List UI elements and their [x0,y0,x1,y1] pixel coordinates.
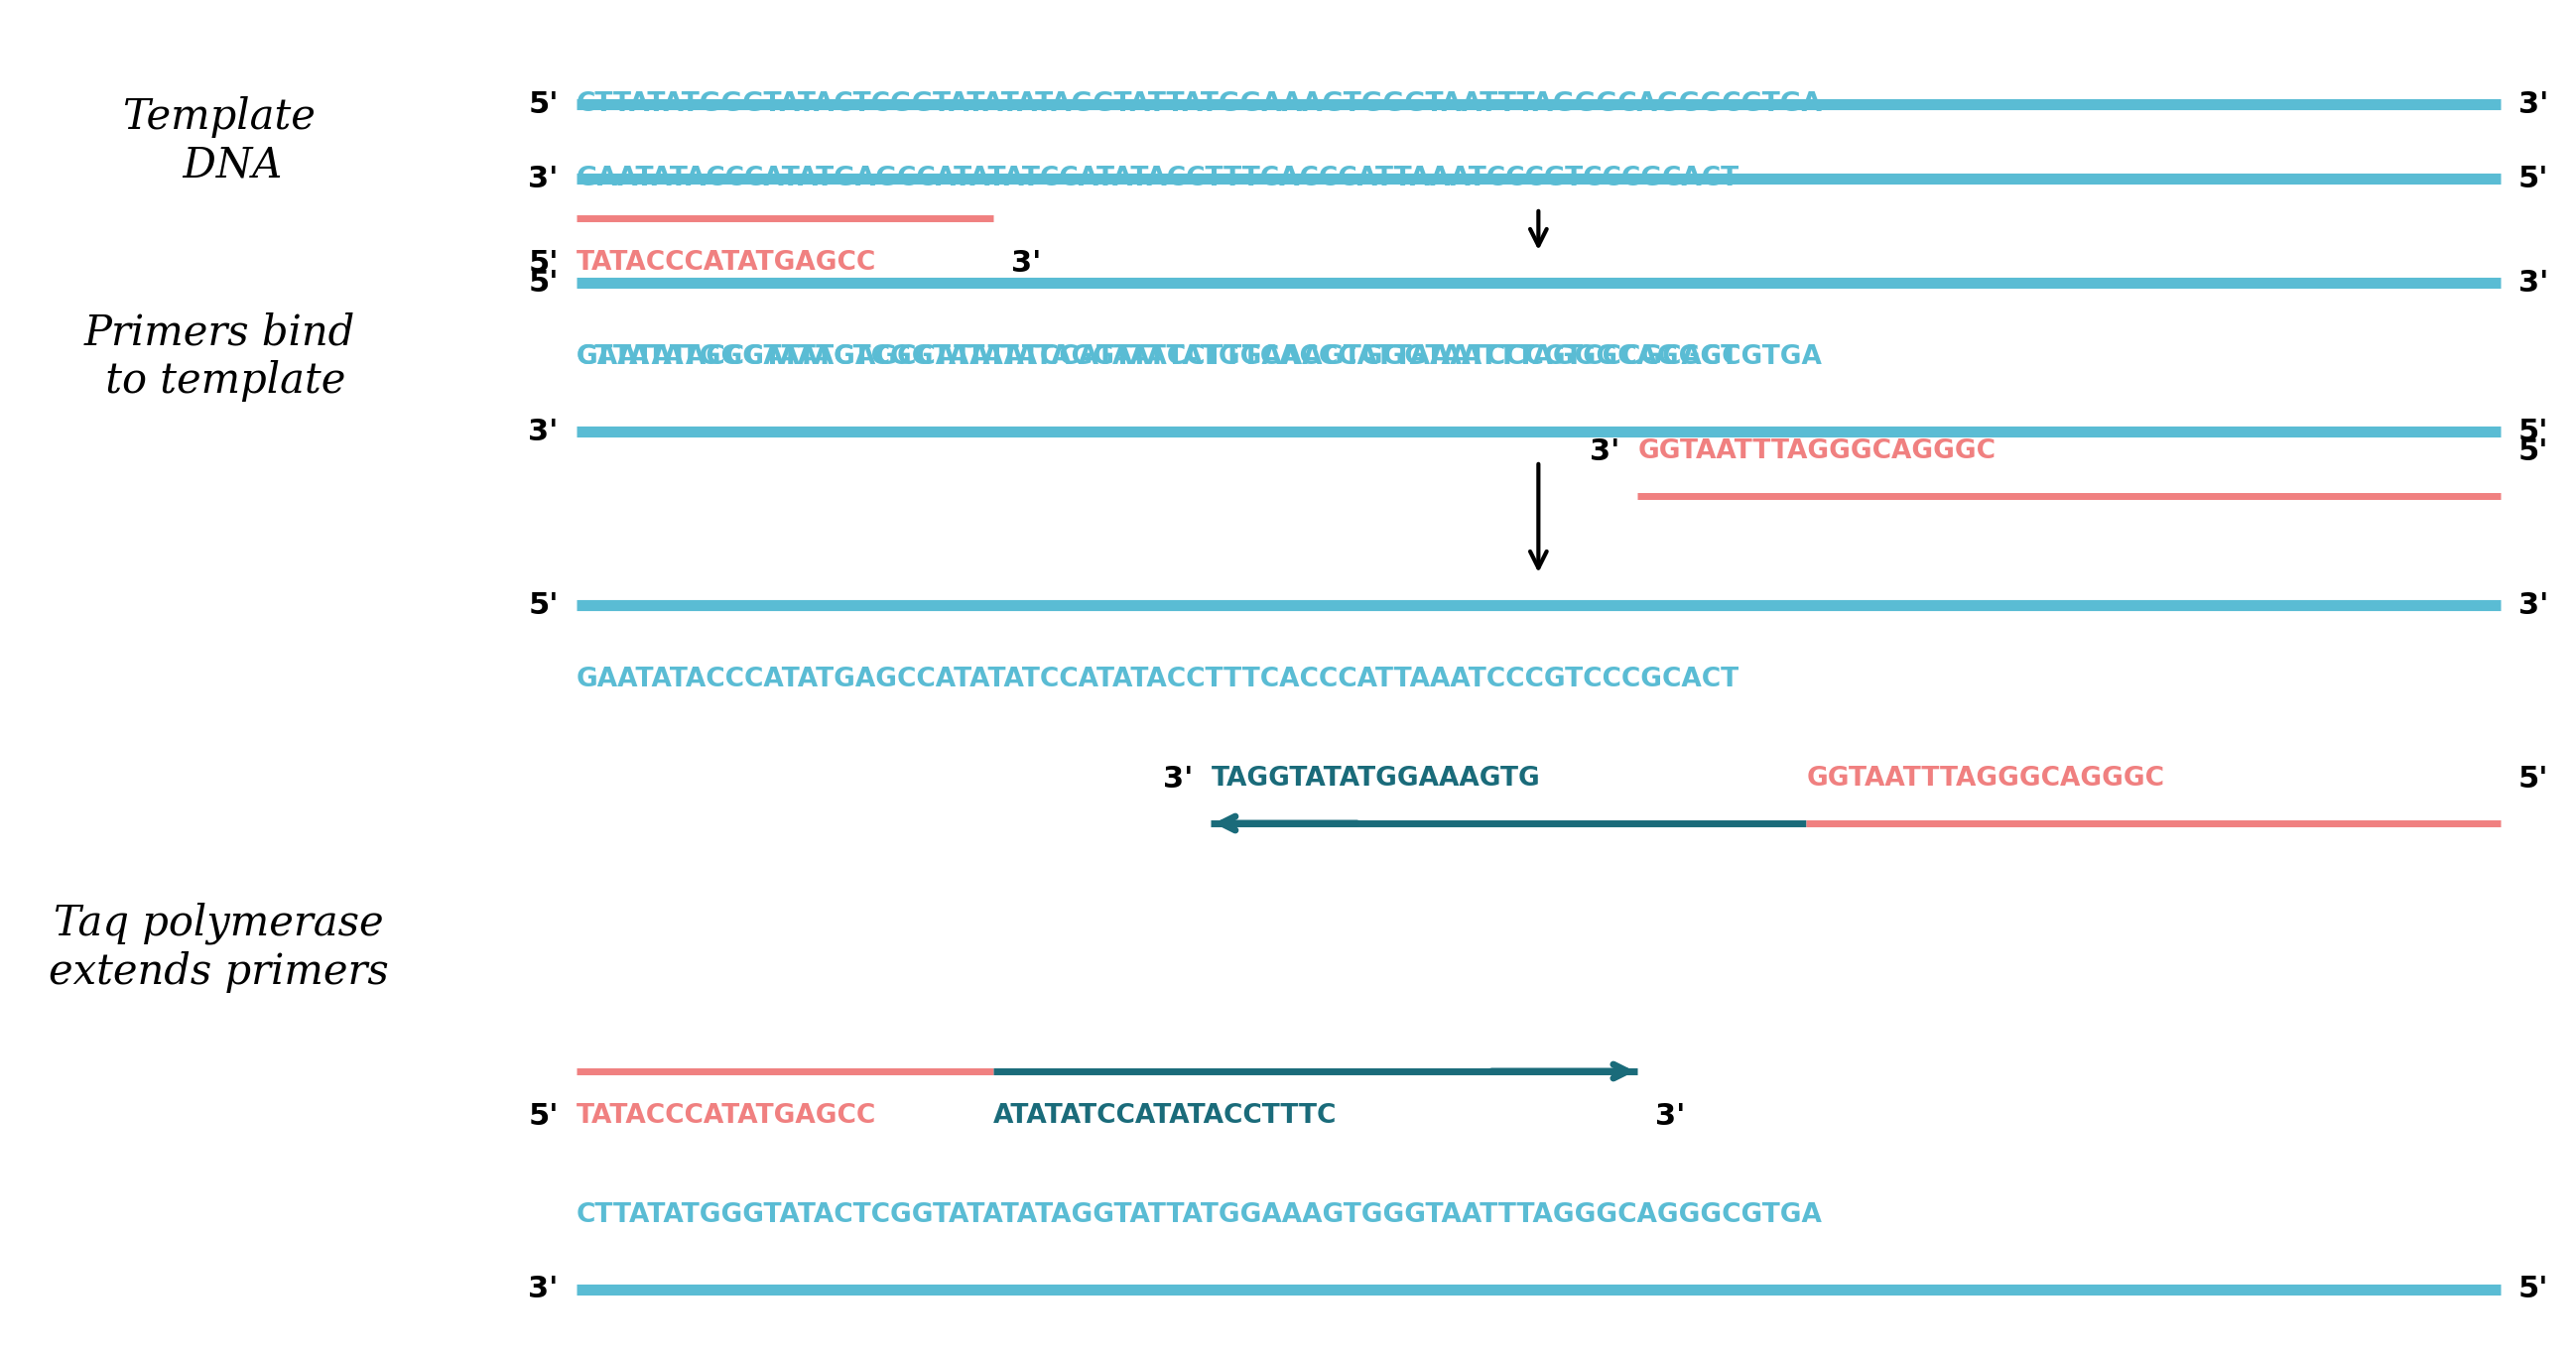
Text: 5': 5' [528,1101,559,1131]
Text: Template
  DNA: Template DNA [124,96,317,186]
Text: TAGGTATATGGAAAGTG: TAGGTATATGGAAAGTG [1211,766,1540,792]
Text: 3': 3' [2519,89,2548,118]
Text: TATACCCATATGAGCC: TATACCCATATGAGCC [577,250,876,275]
Text: 3': 3' [528,1275,559,1304]
Text: Primers bind
 to template: Primers bind to template [82,312,355,401]
Text: 3': 3' [1164,765,1193,793]
Text: CTTATATGGGTATACTCGGTATATATAGGTATTATGGAAAGTGGGTAATTTAGGGCAGGGCGTGA: CTTATATGGGTATACTCGGTATATATAGGTATTATGGAAA… [577,91,1821,117]
Text: GAATATACCCATATGAGCCATATATCCATATACCTTTCACCCATTAAATCCCGTCCCGCACT: GAATATACCCATATGAGCCATATATCCATATACCTTTCAC… [577,165,1739,191]
Text: 5': 5' [528,248,559,277]
Text: 5': 5' [528,268,559,297]
Text: 3': 3' [1589,437,1620,465]
Text: 3': 3' [2519,268,2548,297]
Text: 5': 5' [528,591,559,620]
Text: 3': 3' [528,418,559,446]
Text: ATATATCCATATACCTTTC: ATATATCCATATACCTTTC [992,1102,1337,1128]
Text: 3': 3' [2519,591,2548,620]
Text: Taq polymerase
extends primers: Taq polymerase extends primers [49,902,389,993]
Text: 5': 5' [528,89,559,118]
Text: 5': 5' [2519,437,2548,465]
Text: GGTAATTTAGGGCAGGGC: GGTAATTTAGGGCAGGGC [1806,766,2164,792]
Text: 3': 3' [528,164,559,193]
Text: 3': 3' [1656,1101,1685,1131]
Text: 5': 5' [2519,1275,2548,1304]
Text: GAATATACCCATATGAGCCATATATCCATATACCTTTCACCCATTAAATCCCGTCCCGCACT: GAATATACCCATATGAGCCATATATCCATATACCTTTCAC… [577,667,1739,693]
Text: 5': 5' [2519,765,2548,793]
Text: CTTATATGGGTATACTCGGTATATATAGGTATTATGGAAAGTGGGTAATTTAGGGCAGGGCGTGA: CTTATATGGGTATACTCGGTATATATAGGTATTATGGAAA… [577,1203,1821,1229]
Text: 5': 5' [2519,164,2548,193]
Text: GAATATACCCATATGAGCCATATATCCATATACCTTTCACCCATTAAATCCCGTCCCGCACT: GAATATACCCATATGAGCCATATATCCATATACCTTTCAC… [577,344,1739,370]
Text: 3': 3' [1010,248,1041,277]
Text: TATACCCATATGAGCC: TATACCCATATGAGCC [577,1102,876,1128]
Text: GGTAATTTAGGGCAGGGC: GGTAATTTAGGGCAGGGC [1638,438,1996,464]
Text: 5': 5' [2519,418,2548,446]
Text: CTTATATGGGTATACTCGGTATATATAGGTATTATGGAAAGTGGGTAATTTAGGGCAGGGCGTGA: CTTATATGGGTATACTCGGTATATATAGGTATTATGGAAA… [577,344,1821,370]
